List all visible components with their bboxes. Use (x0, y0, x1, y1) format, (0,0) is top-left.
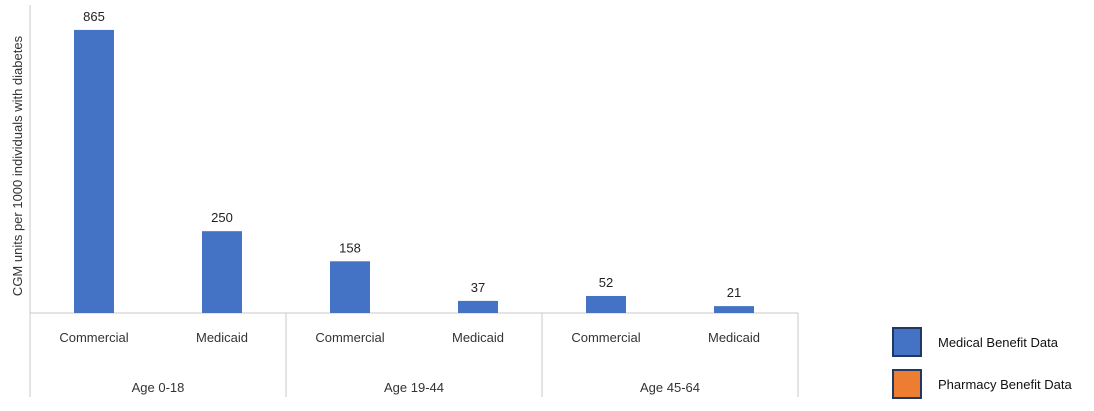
legend-swatch-medical (892, 327, 922, 357)
legend-item-medical: Medical Benefit Data (892, 327, 1072, 357)
group-label: Age 45-64 (640, 380, 700, 395)
data-label: 21 (727, 285, 741, 300)
bar (74, 29, 114, 314)
category-label: Commercial (59, 330, 128, 345)
data-label: 158 (339, 240, 361, 255)
bars (74, 29, 754, 314)
data-label: 865 (83, 9, 105, 24)
category-label: Medicaid (452, 330, 504, 345)
bar (330, 261, 370, 313)
category-label: Medicaid (708, 330, 760, 345)
bar (586, 295, 626, 313)
group-label: Age 0-18 (132, 380, 185, 395)
category-label: Medicaid (196, 330, 248, 345)
data-label: 250 (211, 210, 233, 225)
legend: Medical Benefit Data Pharmacy Benefit Da… (892, 327, 1072, 411)
legend-item-pharmacy: Pharmacy Benefit Data (892, 369, 1072, 399)
legend-label-medical: Medical Benefit Data (938, 334, 1058, 350)
bar-chart: CGM units per 1000 individuals with diab… (10, 5, 799, 397)
bar (458, 300, 498, 313)
legend-swatch-pharmacy (892, 369, 922, 399)
category-label: Commercial (315, 330, 384, 345)
legend-label-pharmacy: Pharmacy Benefit Data (938, 376, 1072, 392)
category-label: Commercial (571, 330, 640, 345)
bar (714, 306, 754, 313)
data-label: 37 (471, 280, 485, 295)
y-axis-label: CGM units per 1000 individuals with diab… (10, 35, 25, 296)
bar (202, 231, 242, 313)
data-label: 52 (599, 275, 613, 290)
data-labels: 865 250 158 37 52 21 (83, 9, 741, 300)
group-label: Age 19-44 (384, 380, 444, 395)
category-labels: Commercial Medicaid Age 0-18 Commercial Medi… (59, 330, 760, 395)
axes (29, 5, 799, 397)
